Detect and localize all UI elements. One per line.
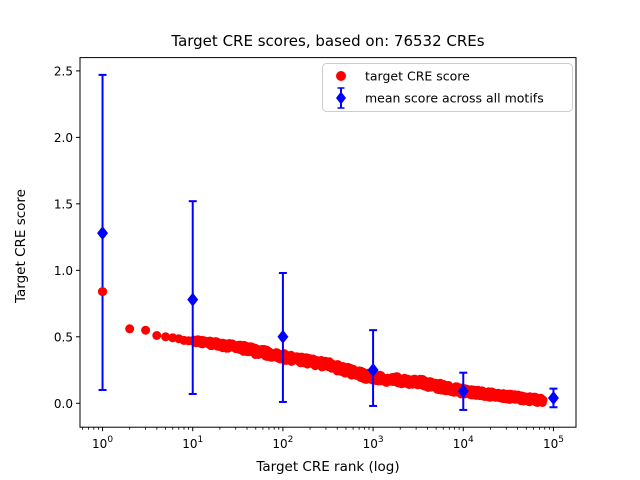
x-axis-label: Target CRE rank (log) [255, 459, 399, 475]
x-tick-label: 100 [92, 435, 113, 451]
target-score-point [161, 332, 171, 342]
mean-score-diamond [187, 292, 199, 307]
y-axis-label: Target CRE score [13, 189, 29, 304]
mean-score-errorbar [547, 387, 559, 409]
mean-score-diamond [97, 226, 109, 241]
x-tick-label: 104 [453, 435, 474, 451]
mean-score-diamond [547, 390, 559, 405]
chart-title: Target CRE scores, based on: 76532 CREs [170, 32, 484, 50]
x-tick-label: 102 [272, 435, 293, 451]
legend-blue-diamond-errorbar-icon [336, 87, 346, 109]
x-tick-label: 105 [543, 435, 564, 451]
y-tick-label: 2.5 [54, 64, 73, 78]
legend-label-target-score: target CRE score [365, 69, 470, 84]
mean-score-diamond [457, 384, 469, 399]
y-tick-label: 0.0 [54, 397, 73, 411]
y-tick-label: 2.0 [54, 131, 73, 145]
mean-score-diamond [367, 363, 379, 378]
mean-score-errorbar [457, 371, 469, 411]
mean-score-diamond [277, 329, 289, 344]
highlight-point-layer [98, 287, 108, 297]
legend-red-circle-icon [336, 71, 346, 81]
legend-frame [322, 63, 573, 112]
mean-score-errorbar [97, 73, 109, 391]
x-tick-label: 103 [363, 435, 384, 451]
legend: target CRE score mean score across all m… [322, 63, 573, 112]
axes-frame [79, 57, 577, 428]
target-score-point [141, 325, 151, 335]
x-tick-label: 101 [182, 435, 203, 451]
y-tick-label: 1.5 [54, 197, 73, 211]
y-tick-label: 1.0 [54, 264, 73, 278]
target-score-series [98, 287, 548, 407]
mean-score-series [97, 73, 559, 411]
y-tick-label: 0.5 [54, 330, 73, 344]
target-cre-highlight-point [98, 287, 108, 297]
target-score-point [152, 331, 162, 340]
mean-score-errorbar [367, 329, 379, 407]
target-score-point [125, 324, 135, 334]
mean-score-errorbar [277, 271, 289, 403]
legend-label-mean-score: mean score across all motifs [365, 91, 544, 106]
target-score-point [538, 395, 548, 405]
mean-score-errorbar [187, 200, 199, 395]
axes [76, 57, 577, 432]
